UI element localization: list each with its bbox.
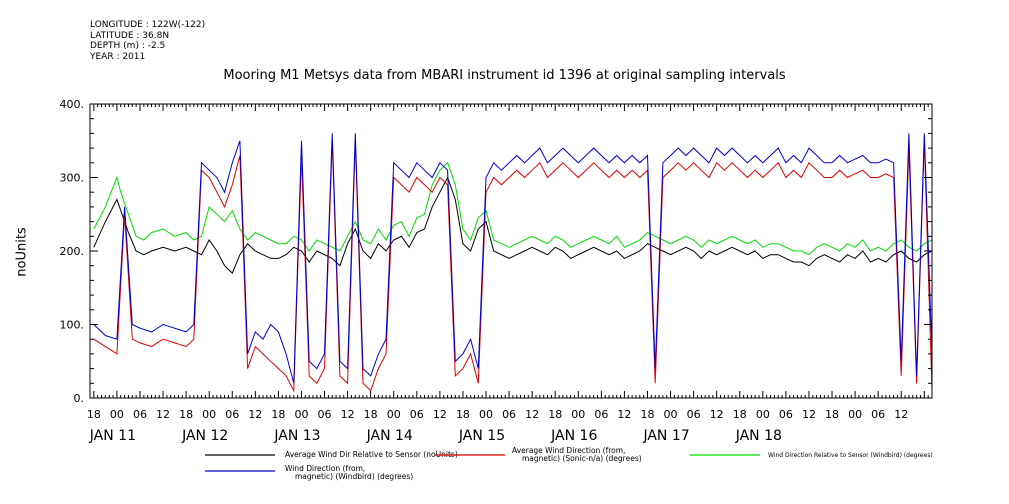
x-hour-label: 00	[848, 408, 862, 421]
x-hour-label: 18	[179, 408, 193, 421]
x-hour-label: 12	[433, 408, 447, 421]
legend-label-4: Wind Direction (from, magnetic) (Windbird…	[285, 464, 413, 481]
x-hour-label: 06	[410, 408, 424, 421]
x-hour-label: 00	[664, 408, 678, 421]
legend-label-line: Average Wind Dir Relative to Sensor (noU…	[285, 450, 458, 459]
x-hour-label: 06	[133, 408, 147, 421]
legend: Average Wind Dir Relative to Sensor (noU…	[205, 446, 933, 481]
x-hour-label: 12	[617, 408, 631, 421]
x-hour-label: 12	[894, 408, 908, 421]
legend-label-1: Average Wind Dir Relative to Sensor (noU…	[285, 450, 458, 459]
x-hour-label: 06	[779, 408, 793, 421]
series-line-1	[93, 176, 933, 274]
y-tick-label: 300.	[60, 172, 85, 185]
x-date-label: JAN 17	[642, 428, 689, 444]
x-hour-label: 00	[202, 408, 216, 421]
x-date-label: JAN 13	[273, 428, 320, 444]
x-hour-label: 18	[364, 408, 378, 421]
x-date-label: JAN 15	[458, 428, 505, 444]
latitude-text: LATITUDE : 36.8N	[90, 30, 170, 41]
legend-label-line: magnetic) (Windbird) (degrees)	[295, 472, 413, 481]
x-hour-label: 12	[710, 408, 724, 421]
legend-label-line: Average Wind Direction (from,	[512, 446, 625, 455]
x-hour-label: 12	[248, 408, 262, 421]
x-hour-label: 06	[318, 408, 332, 421]
y-tick-label: 0.	[74, 392, 85, 405]
metadata-block: LONGITUDE : 122W(-122) LATITUDE : 36.8N …	[90, 20, 205, 62]
x-hour-label: 12	[802, 408, 816, 421]
legend-label-line: magnetic) (Sonic-n/a) (degrees)	[522, 454, 642, 463]
x-hour-label: 00	[479, 408, 493, 421]
x-date-label: JAN 14	[366, 428, 413, 444]
x-hour-label: 06	[687, 408, 701, 421]
x-hour-label: 00	[387, 408, 401, 421]
year-text: YEAR : 2011	[90, 51, 146, 62]
y-tick-label: 100.	[60, 319, 85, 332]
x-hour-label: 00	[110, 408, 124, 421]
x-hour-label: 06	[594, 408, 608, 421]
legend-label-line: Wind Direction Relative to Sensor (Windb…	[768, 452, 933, 459]
x-hour-label: 18	[825, 408, 839, 421]
legend-label-3: Wind Direction Relative to Sensor (Windb…	[768, 452, 933, 459]
x-hour-label: 00	[571, 408, 585, 421]
x-hour-label: 06	[225, 408, 239, 421]
x-hour-label: 00	[294, 408, 308, 421]
axis-layer: 0. 100. 200. 300. 400. 18 00 06 12 18 00 06 12 18 00 06…	[60, 98, 933, 444]
x-hour-label: 18	[271, 408, 285, 421]
series-layer	[93, 133, 933, 393]
x-hour-label: 18	[548, 408, 562, 421]
legend-label-line: Wind Direction (from,	[285, 464, 365, 473]
x-date-label: JAN 16	[550, 428, 597, 444]
depth-text: DEPTH (m) : -2.5	[90, 41, 166, 51]
series-line-2	[93, 140, 933, 393]
x-date-label: JAN 11	[89, 428, 136, 444]
longitude-text: LONGITUDE : 122W(-122)	[90, 20, 206, 30]
x-hour-label: 18	[640, 408, 654, 421]
chart-title: Mooring M1 Metsys data from MBARI instru…	[223, 68, 786, 83]
x-hour-label: 06	[502, 408, 516, 421]
series-line-4	[93, 133, 933, 384]
x-hour-label: 12	[341, 408, 355, 421]
x-hour-label: 12	[156, 408, 170, 421]
series-line-3	[93, 161, 933, 256]
legend-label-2: Average Wind Direction (from, magnetic) (…	[512, 446, 642, 463]
x-hour-label: 00	[756, 408, 770, 421]
y-tick-label: 400.	[60, 98, 85, 111]
x-date-label: JAN 18	[735, 428, 782, 444]
y-tick-label: 200.	[60, 245, 85, 258]
x-hour-label: 18	[87, 408, 101, 421]
x-date-label: JAN 12	[181, 428, 228, 444]
x-hour-label: 18	[456, 408, 470, 421]
x-hour-label: 06	[871, 408, 885, 421]
x-hour-label: 12	[525, 408, 539, 421]
x-hour-label: 18	[733, 408, 747, 421]
